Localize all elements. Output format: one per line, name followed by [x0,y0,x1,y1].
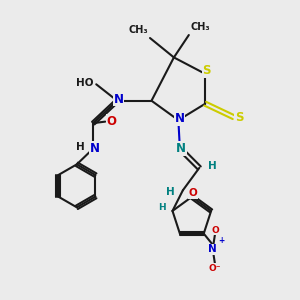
Text: O: O [211,226,219,235]
Text: CH₃: CH₃ [190,22,210,32]
Text: O: O [106,115,116,128]
Text: N: N [114,93,124,106]
Text: H: H [76,142,85,152]
Text: H: H [208,160,216,170]
Text: S: S [235,111,243,124]
Text: N: N [175,112,185,125]
Text: +: + [218,236,224,245]
Text: N: N [208,244,217,254]
Text: O: O [189,188,198,198]
Text: O⁻: O⁻ [209,264,221,273]
Text: HO: HO [76,78,94,88]
Text: N: N [176,142,186,155]
Text: H: H [158,203,166,212]
Text: CH₃: CH₃ [129,25,148,35]
Text: S: S [202,64,211,77]
Text: H: H [166,187,175,197]
Text: N: N [90,142,100,155]
